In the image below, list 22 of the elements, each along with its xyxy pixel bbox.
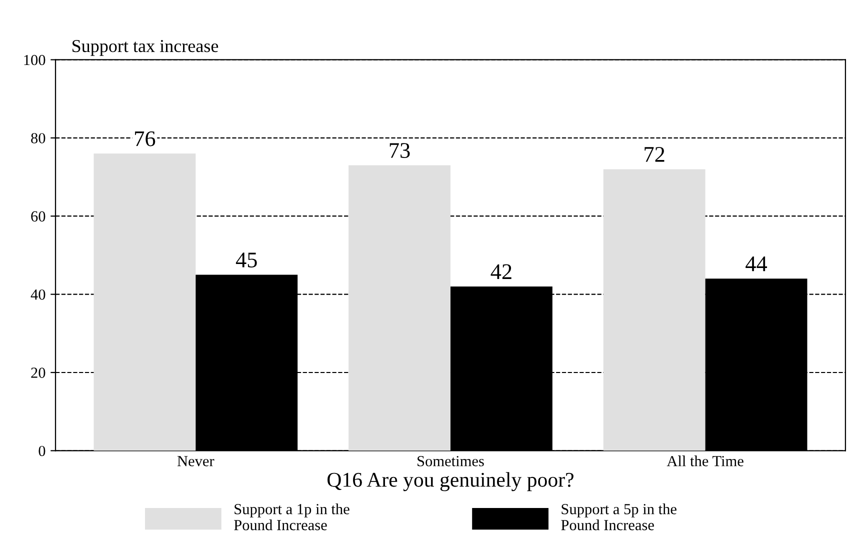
bar: [603, 169, 706, 451]
y-tick-label: 20: [31, 368, 46, 378]
y-tick-label: 0: [38, 446, 46, 456]
x-tick-label: All the Time: [666, 456, 744, 466]
y-axis-title: Support tax increase: [72, 40, 218, 56]
data-label: 72: [644, 146, 664, 162]
data-label: 44: [746, 256, 768, 272]
y-tick-label: 80: [31, 133, 46, 144]
x-tick-label: Never: [177, 456, 214, 466]
x-tick-label: Sometimes: [418, 456, 484, 466]
bar: [348, 165, 450, 451]
y-tick-label: 100: [24, 54, 46, 66]
data-label: 45: [236, 252, 257, 268]
x-axis-title: Q16 Are you genuinely poor?: [328, 472, 574, 492]
bar: [94, 154, 196, 451]
legend-label: Support a 5p in the Pound Increase: [561, 504, 676, 530]
data-label: 73: [390, 143, 410, 158]
data-label: 42: [490, 264, 512, 279]
data-label: 76: [135, 131, 156, 146]
legend-label: Support a 1p in the Pound Increase: [234, 504, 350, 530]
y-tick-label: 40: [30, 289, 46, 300]
y-tick-label: 60: [31, 211, 46, 222]
